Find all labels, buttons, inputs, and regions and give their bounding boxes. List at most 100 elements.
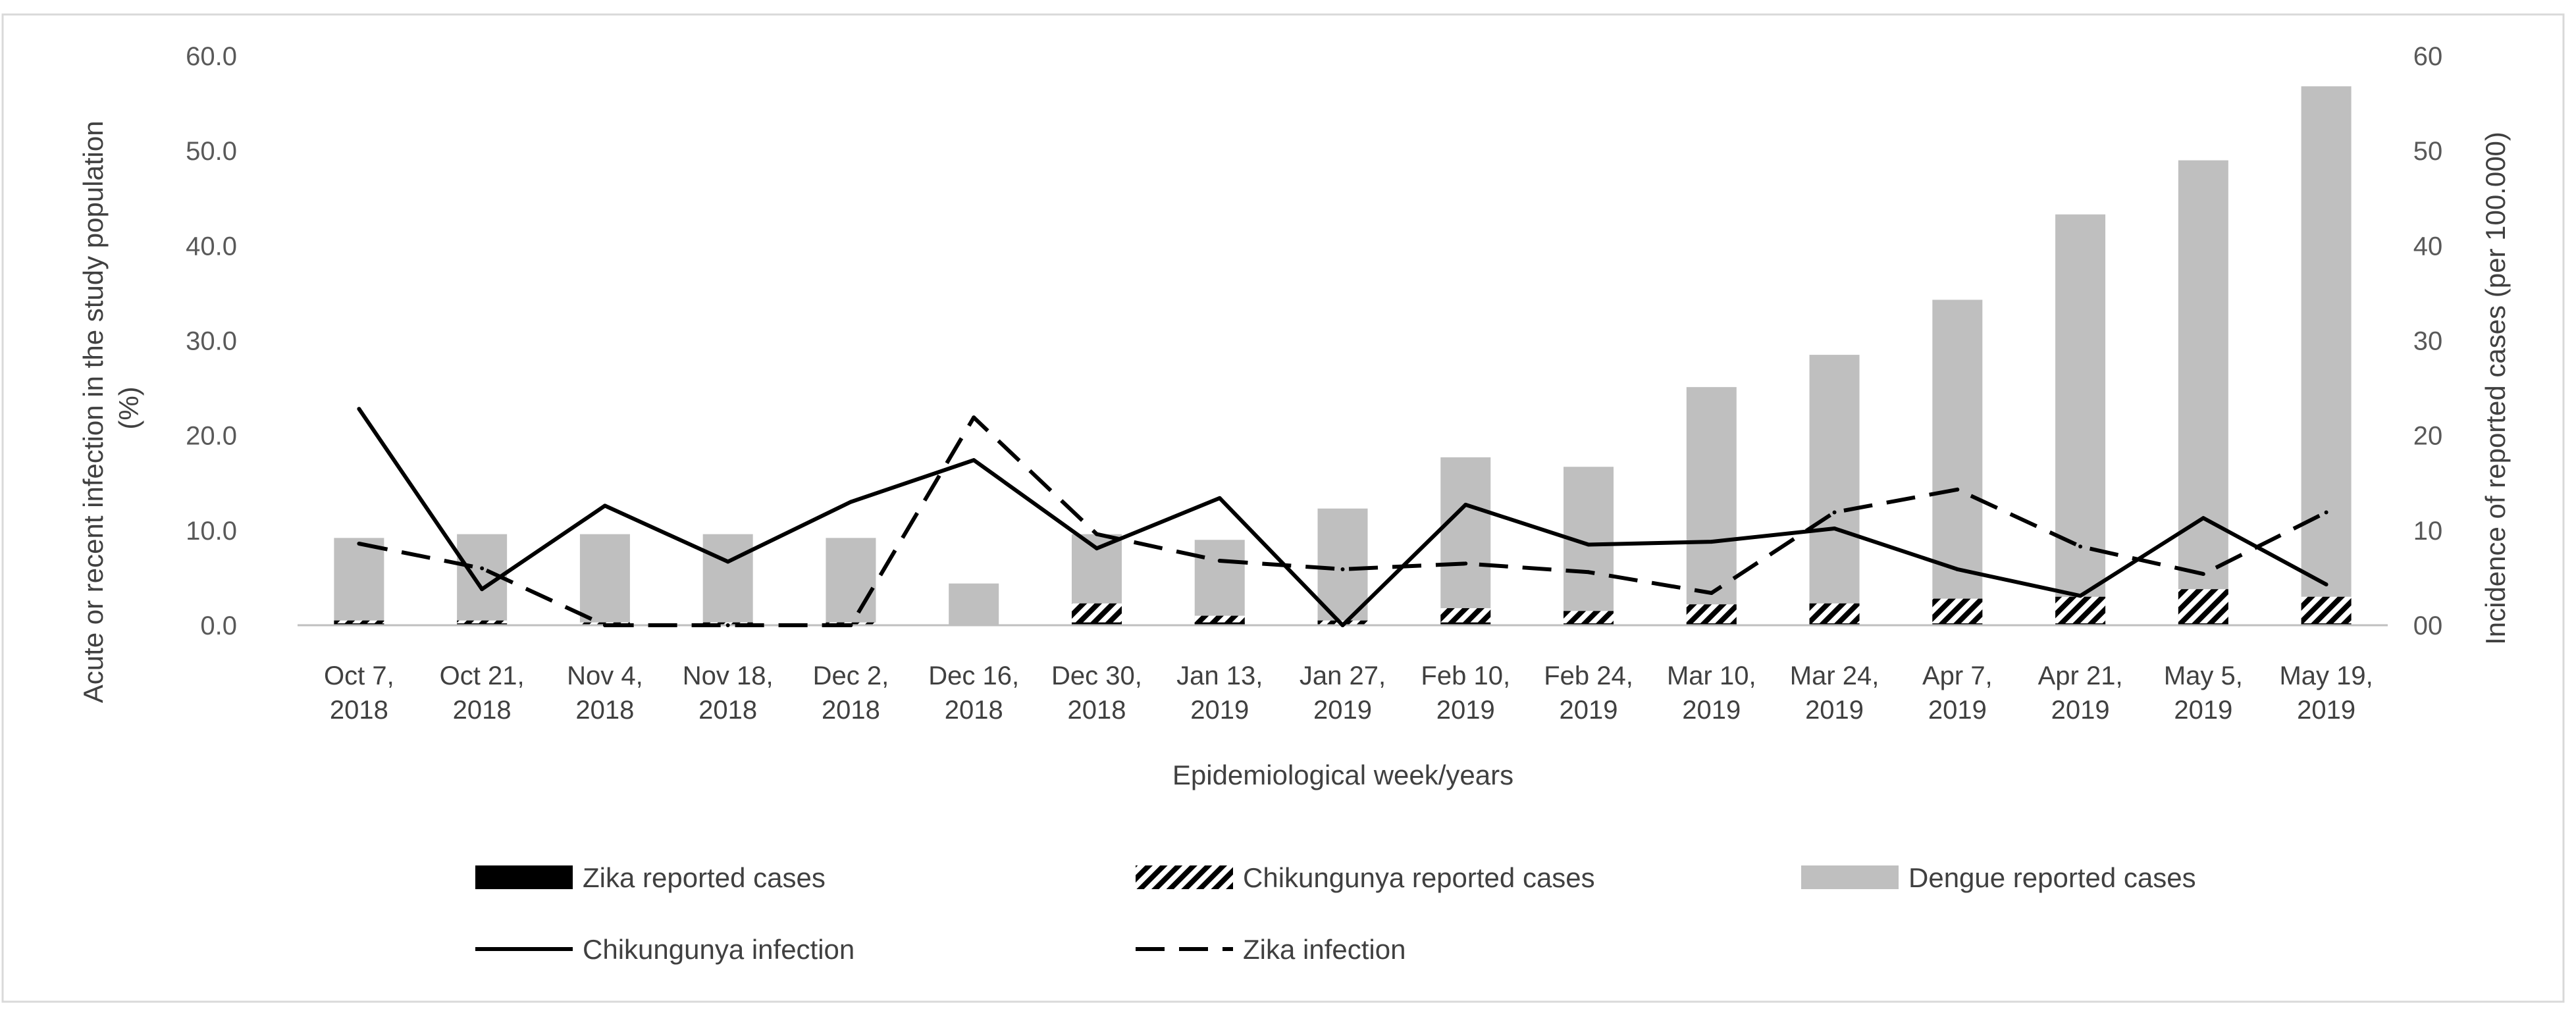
chikungunya-infection-point [1587,542,1591,547]
zika-bar [1194,622,1245,625]
dengue-bar [2055,214,2106,626]
x-tick-label: Jan 27, 2019 [1300,661,1386,725]
zika-infection-point [725,623,730,627]
chart-frame [1,13,2565,1003]
legend-label-chikungunya-cases: Chikungunya reported cases [1243,862,1595,893]
x-tick-label-line: May 5, [2164,661,2243,690]
x-tick-label-line: Apr 7, [1922,661,1993,690]
chikungunya-bar [1686,604,1737,625]
legend-label-zika-cases: Zika reported cases [583,862,826,893]
x-tick-label: Mar 24, 2019 [1790,661,1879,725]
zika-infection-point [1463,561,1468,566]
x-tick-label: May 5, 2019 [2164,661,2243,725]
legend-label-zika-infection: Zika infection [1243,934,1406,965]
left-y-tick-label: 10.0 [186,517,237,546]
legend-item-dengue-cases: Dengue reported cases [1801,862,2196,893]
dengue-bar [1932,299,1983,625]
left-y-axis-title-line-2: (%) [113,386,144,429]
chikungunya-infection-point [1217,496,1222,500]
zika-infection-point [1587,570,1591,575]
chikungunya-bar [1932,598,1983,625]
legend-item-zika-cases: Zika reported cases [475,862,826,893]
chikungunya-infection-point [1955,567,1960,571]
x-tick-label: Oct 7, 2018 [324,661,394,725]
dengue-bar [2178,160,2228,626]
x-tick-label-line: 2019 [1805,696,1864,725]
x-tick-label-line: Nov 18, [683,661,774,690]
x-tick-label-line: 2019 [2174,696,2232,725]
zika-infection-point [1340,567,1345,571]
chikungunya-infection-point [480,587,485,592]
zika-bar [1071,622,1122,625]
right-y-axis-title: Incidence of reported cases (per 100.000… [2480,132,2511,645]
dengue-bar [334,538,384,625]
x-axis-ticks: Oct 7, 2018 Oct 21, 2018 Nov 4, 2018 Nov 18, 20… [324,661,2373,725]
chikungunya-bar [1564,611,1614,625]
x-tick-label-line: Jan 13, [1176,661,1263,690]
x-tick-label: Jan 13, 2019 [1176,661,1263,725]
dengue-bar [2301,86,2352,626]
x-tick-label-line: Oct 7, [324,661,394,690]
zika-bar [1440,622,1491,625]
chikungunya-infection-point [1094,546,1099,551]
x-tick-label-line: 2019 [1682,696,1741,725]
right-y-tick-label: 40 [2413,232,2443,261]
x-tick-label-line: 2018 [330,696,388,725]
x-tick-label: Nov 4, 2018 [567,661,643,725]
x-tick-label: Apr 7, 2019 [1922,661,1993,725]
chikungunya-bar [2301,596,2352,625]
x-tick-label-line: 2018 [1067,696,1126,725]
right-y-tick-label: 00 [2413,611,2443,640]
dengue-bars [334,86,2352,626]
legend: Zika reported cases Chikungunya reported… [475,862,2196,965]
left-y-tick-label: 60.0 [186,42,237,71]
x-tick-label: Dec 2, 2018 [813,661,889,725]
zika-infection-point [2201,572,2205,577]
x-tick-label-line: Nov 4, [567,661,643,690]
chikungunya-bar [2055,596,2106,625]
chikungunya-bar [334,620,384,625]
chikungunya-infection-point [357,407,361,411]
left-y-axis-title: Acute or recent infection in the study p… [78,113,144,704]
chikungunya-infection-point [1463,502,1468,507]
chikungunya-infection-points [357,407,2328,627]
x-tick-label-line: Jan 27, [1300,661,1386,690]
zika-infection-point [2324,510,2328,515]
chikungunya-infection-point [972,458,976,463]
x-tick-label-line: 2019 [2051,696,2110,725]
chikungunya-bar [2178,589,2228,625]
legend-label-dengue-cases: Dengue reported cases [1908,862,2196,893]
zika-infection-point [1094,532,1099,536]
chikungunya-infection-point [725,559,730,564]
x-tick-label-line: Feb 24, [1544,661,1633,690]
x-tick-label-line: 2019 [1928,696,1987,725]
x-tick-label: Dec 16, 2018 [928,661,1019,725]
zika-infection-point [357,542,361,546]
x-tick-label-line: May 19, [2279,661,2373,690]
x-tick-label: Apr 21, 2019 [2038,661,2123,725]
x-tick-label-line: Dec 30, [1051,661,1142,690]
left-y-axis-title-line-1: Acute or recent infection in the study p… [78,120,109,703]
right-y-tick-label: 20 [2413,422,2443,451]
x-tick-label: Feb 10, 2019 [1421,661,1510,725]
dengue-bar [1686,387,1737,625]
legend-item-chikungunya-infection: Chikungunya infection [475,934,854,965]
legend-item-chikungunya-cases: Chikungunya reported cases [1136,862,1595,893]
legend-swatch-chikungunya-cases [1136,865,1233,889]
left-y-axis-ticks: 0.0 10.0 20.0 30.0 40.0 50.0 60.0 [186,42,237,640]
zika-infection-point [2078,544,2083,549]
x-tick-label: Nov 18, 2018 [683,661,774,725]
zika-infection-point [1832,510,1837,515]
dengue-bar [579,534,630,625]
x-tick-label-line: Dec 2, [813,661,889,690]
dengue-bar [1809,355,1860,625]
legend-swatch-zika-cases [475,865,573,889]
chikungunya-infection-point [602,503,607,508]
dengue-bar [1440,457,1491,625]
chikungunya-infection-point [849,500,853,504]
x-tick-label-line: 2019 [1190,696,1249,725]
x-tick-label-line: Apr 21, [2038,661,2123,690]
left-y-tick-label: 30.0 [186,327,237,356]
right-y-tick-label: 30 [2413,327,2443,356]
x-tick-label-line: 2018 [945,696,1003,725]
